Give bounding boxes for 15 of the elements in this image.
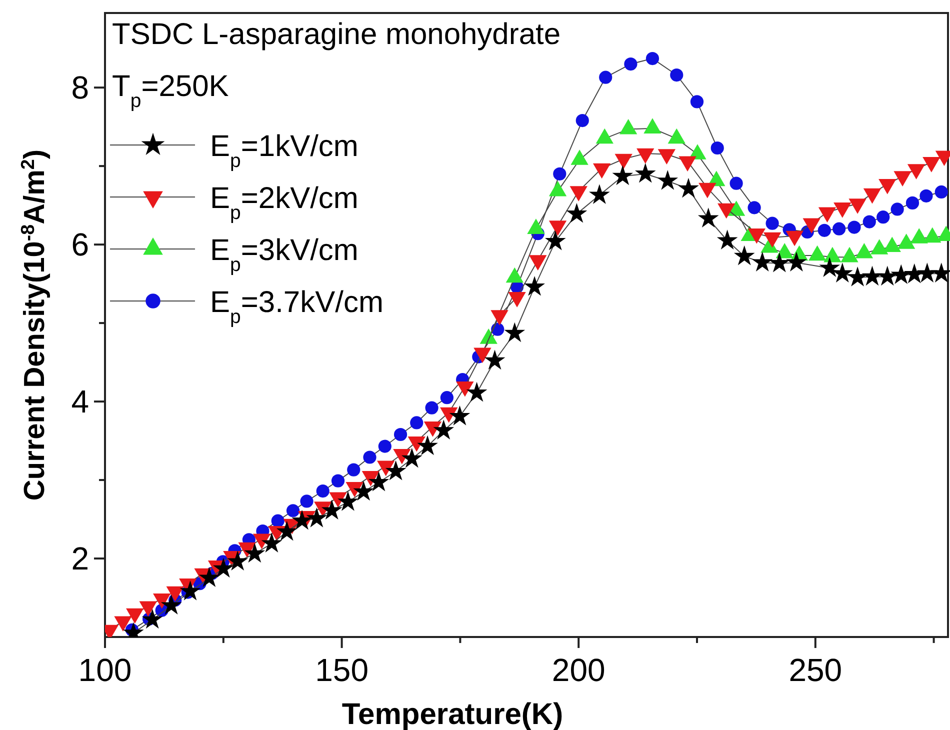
y-tick-label: 4	[71, 384, 89, 420]
annotation: T$_{p}$=250K	[112, 70, 229, 112]
y-tick-label: 6	[71, 226, 89, 263]
annotation: TSDC L-asparagine monohydrate	[112, 18, 561, 51]
x-tick-label: 150	[315, 652, 368, 688]
x-axis-title: Temperature(K)	[342, 698, 564, 730]
y-tick-label: 2	[71, 540, 89, 577]
legend-label: E$_{p}$=1kV/cm	[210, 130, 358, 172]
x-tick-label: 200	[552, 652, 606, 688]
legend-label: E$_{p}$=2kV/cm	[210, 182, 358, 224]
x-tick-label: 100	[78, 652, 132, 688]
legend-label: E$_{p}$=3kV/cm	[210, 234, 358, 276]
legend-label: E$_{p}$=3.7kV/cm	[210, 286, 384, 328]
y-tick-label: 8	[71, 70, 89, 106]
x-tick-label: 250	[788, 652, 842, 688]
